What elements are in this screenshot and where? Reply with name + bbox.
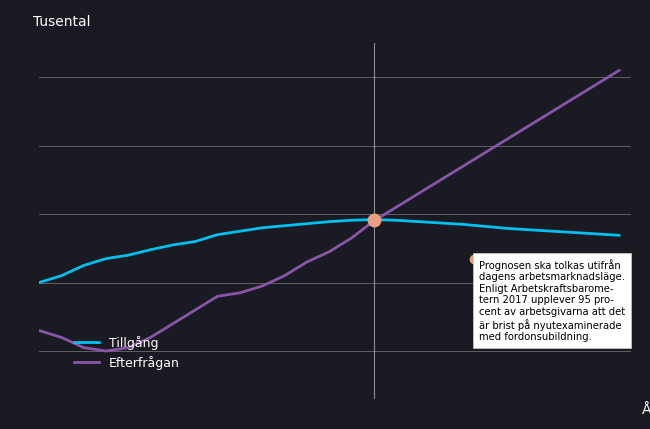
Text: Prognosen ska tolkas utifrån
dagens arbetsmarknadsläge.
Enligt Arbetskraftsbarom: Prognosen ska tolkas utifrån dagens arbe… (478, 259, 625, 342)
Legend: Tillgång, Efterfrågan: Tillgång, Efterfrågan (69, 331, 185, 375)
Text: Tusental: Tusental (33, 15, 90, 29)
Text: År: År (642, 402, 650, 417)
